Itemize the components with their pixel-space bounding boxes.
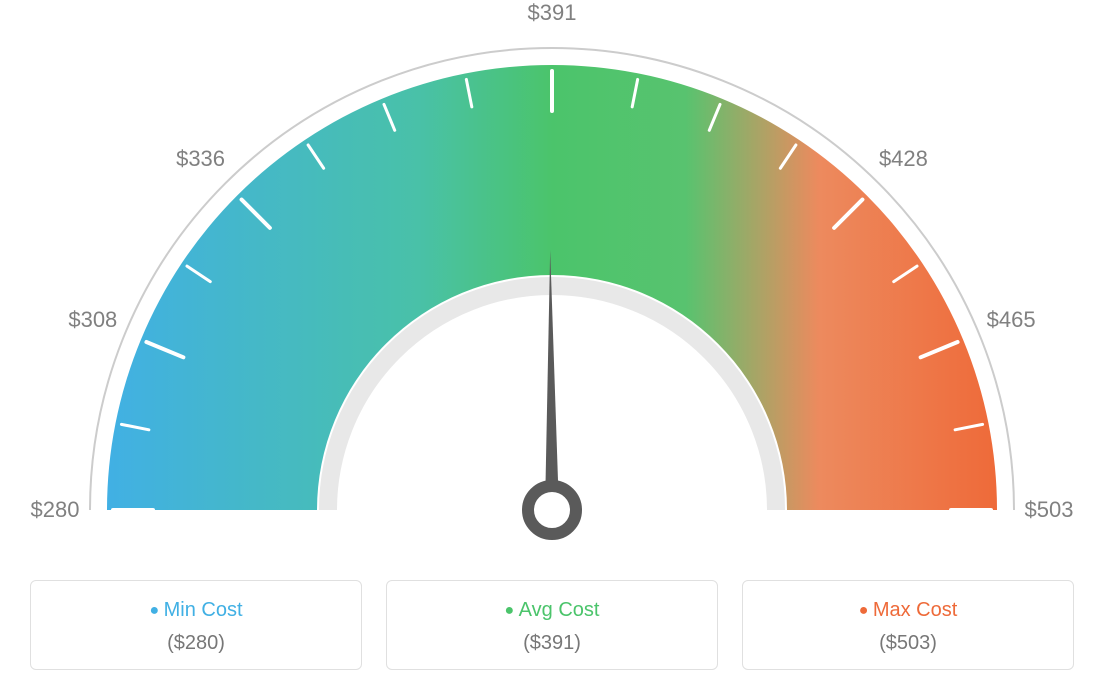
gauge-tick-label: $336: [176, 146, 225, 172]
legend-max-title: Max Cost: [753, 599, 1063, 622]
legend-avg-value: ($391): [397, 632, 707, 655]
legend-min-card: Min Cost ($280): [30, 580, 362, 670]
gauge-chart: $280 $308 $336 $391 $428 $465 $503: [0, 0, 1104, 560]
cost-gauge-widget: $280 $308 $336 $391 $428 $465 $503 Min Cost ($…: [0, 0, 1104, 690]
gauge-tick-label: $428: [879, 146, 928, 172]
legend-avg-title: Avg Cost: [397, 599, 707, 622]
gauge-tick-label: $280: [31, 497, 80, 523]
gauge-tick-label: $391: [528, 0, 577, 26]
legend-min-value: ($280): [41, 632, 351, 655]
legend-row: Min Cost ($280) Avg Cost ($391) Max Cost…: [0, 580, 1104, 670]
gauge-tick-label: $308: [68, 307, 117, 333]
gauge-tick-label: $465: [987, 307, 1036, 333]
legend-max-value: ($503): [753, 632, 1063, 655]
legend-min-title: Min Cost: [41, 599, 351, 622]
legend-max-card: Max Cost ($503): [742, 580, 1074, 670]
legend-avg-card: Avg Cost ($391): [386, 580, 718, 670]
gauge-tick-label: $503: [1025, 497, 1074, 523]
